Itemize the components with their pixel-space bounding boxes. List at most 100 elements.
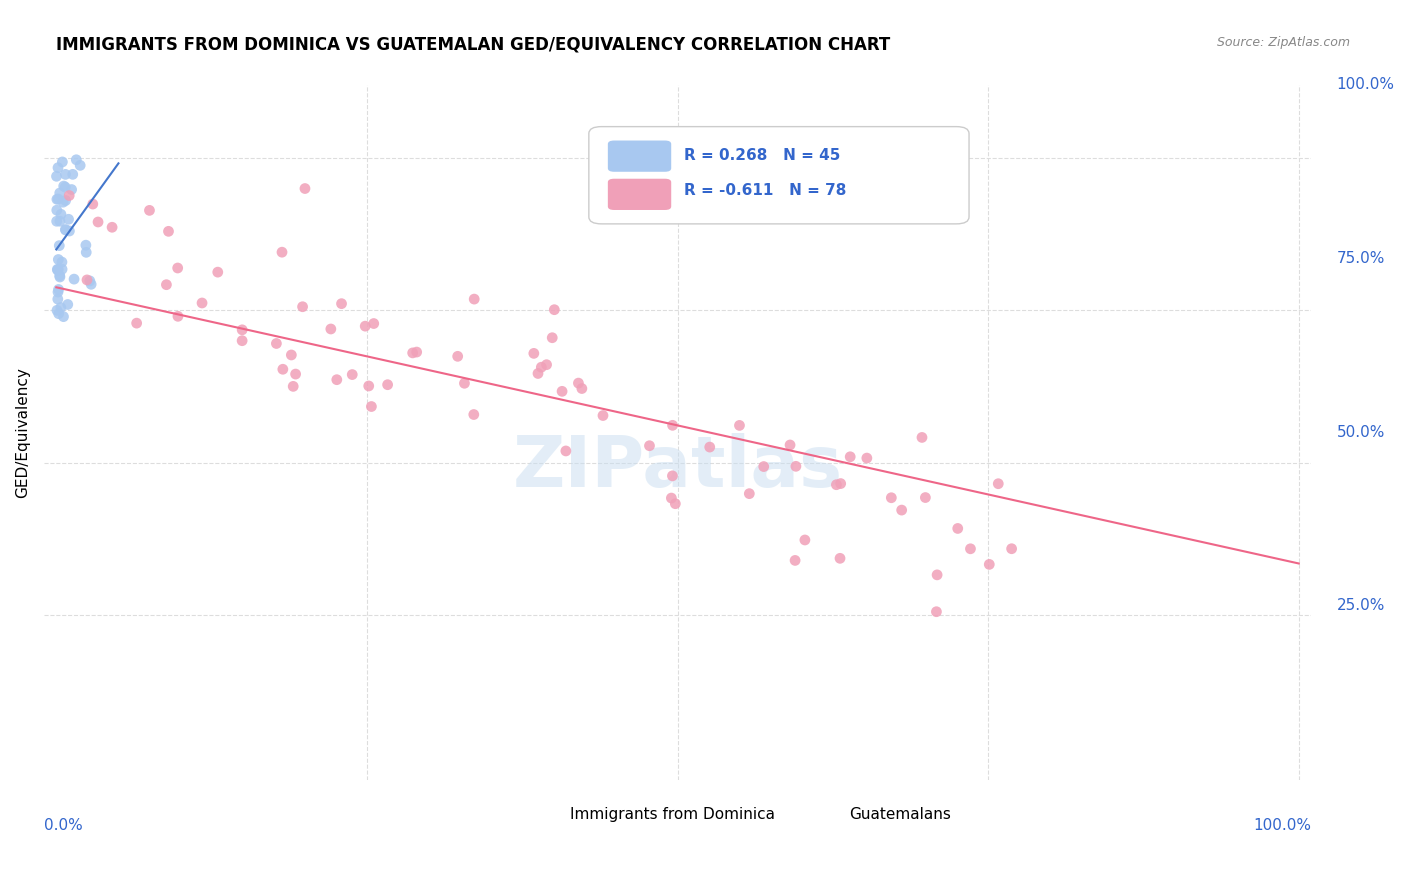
Point <box>839 450 862 464</box>
Point <box>48 238 70 252</box>
Point <box>48 186 70 200</box>
Point <box>283 379 305 393</box>
Point <box>927 567 949 582</box>
Point <box>979 558 1001 572</box>
Point <box>294 181 316 195</box>
Point <box>51 155 73 169</box>
Point <box>65 153 87 167</box>
Point <box>231 334 253 348</box>
Point <box>87 215 110 229</box>
Point <box>49 207 72 221</box>
Point <box>45 203 67 218</box>
Point <box>80 277 103 292</box>
Point <box>785 459 807 474</box>
Point <box>463 408 485 422</box>
Point <box>62 167 84 181</box>
Point <box>49 214 72 228</box>
Point <box>45 192 67 206</box>
Text: 100.0%: 100.0% <box>1337 78 1395 93</box>
Text: R = -0.611   N = 78: R = -0.611 N = 78 <box>683 183 846 198</box>
Point <box>271 362 294 376</box>
Point <box>284 367 307 381</box>
Point <box>463 292 485 306</box>
Point <box>46 285 69 299</box>
Text: 25.0%: 25.0% <box>1337 599 1385 614</box>
Point <box>911 430 934 444</box>
Point <box>53 180 76 194</box>
Point <box>60 182 83 196</box>
Text: 0.0%: 0.0% <box>44 818 83 833</box>
Point <box>55 223 77 237</box>
Point <box>551 384 574 399</box>
Point <box>55 167 77 181</box>
Point <box>360 400 382 414</box>
Point <box>523 346 546 360</box>
Point <box>779 438 801 452</box>
Point <box>592 409 614 423</box>
Point <box>728 418 751 433</box>
Point <box>527 367 550 381</box>
Point <box>82 197 104 211</box>
Point <box>280 348 302 362</box>
Text: ZIPatlas: ZIPatlas <box>512 433 842 501</box>
FancyBboxPatch shape <box>589 127 969 224</box>
Point <box>167 310 190 324</box>
Point <box>58 212 80 227</box>
Point <box>69 158 91 172</box>
Point <box>752 459 775 474</box>
Point <box>46 161 69 175</box>
Point <box>138 203 160 218</box>
Point <box>55 222 77 236</box>
Point <box>75 238 97 252</box>
Point <box>330 296 353 310</box>
Point <box>914 491 936 505</box>
Point <box>46 262 69 277</box>
Point <box>1001 541 1024 556</box>
Point <box>828 551 851 566</box>
FancyBboxPatch shape <box>607 178 671 210</box>
Point <box>52 310 75 324</box>
Point <box>46 303 69 318</box>
Y-axis label: GED/Equivalency: GED/Equivalency <box>15 367 30 498</box>
Point <box>825 477 848 491</box>
Point <box>56 297 79 311</box>
Point <box>157 224 180 238</box>
Point <box>354 319 377 334</box>
Point <box>48 268 70 283</box>
Point <box>155 277 177 292</box>
Point <box>52 195 75 210</box>
Text: 100.0%: 100.0% <box>1253 818 1312 833</box>
FancyBboxPatch shape <box>759 797 837 831</box>
Point <box>291 300 314 314</box>
Point <box>51 255 73 269</box>
Point <box>856 451 879 466</box>
Point <box>49 270 72 285</box>
Point <box>453 376 475 391</box>
Point <box>377 377 399 392</box>
Point <box>946 521 969 535</box>
Point <box>543 302 565 317</box>
Text: Guatemalans: Guatemalans <box>849 807 950 822</box>
Point <box>571 382 593 396</box>
Point <box>405 345 427 359</box>
Point <box>79 274 101 288</box>
FancyBboxPatch shape <box>607 141 671 172</box>
FancyBboxPatch shape <box>481 797 557 831</box>
Point <box>48 283 70 297</box>
Point <box>541 331 564 345</box>
Point <box>101 220 124 235</box>
Point <box>46 252 69 267</box>
Point <box>402 346 425 360</box>
Point <box>959 541 981 556</box>
Text: R = 0.268   N = 45: R = 0.268 N = 45 <box>683 148 841 163</box>
Text: IMMIGRANTS FROM DOMINICA VS GUATEMALAN GED/EQUIVALENCY CORRELATION CHART: IMMIGRANTS FROM DOMINICA VS GUATEMALAN G… <box>56 36 890 54</box>
Point <box>363 317 385 331</box>
Point <box>63 272 86 286</box>
Point <box>880 491 903 505</box>
Point <box>890 503 912 517</box>
Point <box>738 486 761 500</box>
Point <box>166 260 188 275</box>
Point <box>266 336 288 351</box>
Text: 50.0%: 50.0% <box>1337 425 1385 440</box>
Point <box>46 263 69 277</box>
